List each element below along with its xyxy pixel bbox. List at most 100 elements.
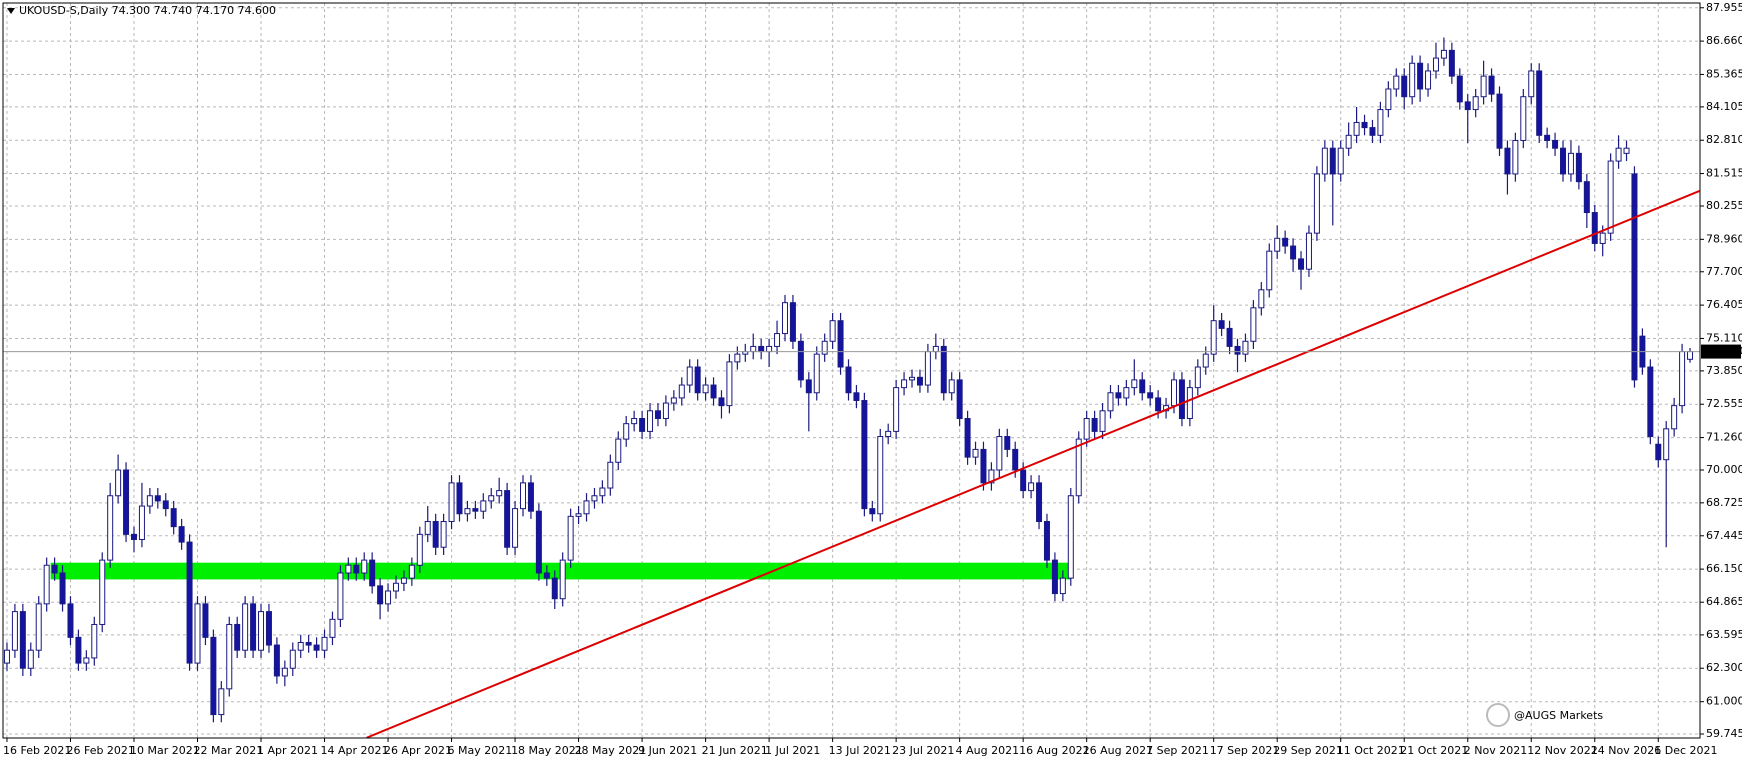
candle-body <box>1313 173 1320 234</box>
candle-body <box>520 482 527 510</box>
candle-body <box>726 361 733 407</box>
candle-body <box>940 345 947 394</box>
candle-body <box>400 577 407 584</box>
candle-body <box>1298 258 1305 270</box>
x-tick-label: 7 Sep 2021 <box>1146 744 1209 757</box>
candle-body <box>107 495 114 561</box>
candle-body <box>162 500 169 510</box>
y-tick-label: 59.745 <box>1706 727 1742 740</box>
candle-body <box>59 572 66 605</box>
candle-body <box>170 508 177 528</box>
candle-body <box>1036 482 1043 522</box>
candle-body <box>1631 173 1638 381</box>
candle-body <box>1329 147 1336 175</box>
candle-body <box>1393 75 1400 90</box>
candle-body <box>1647 366 1654 438</box>
candle-body <box>1655 443 1662 461</box>
candle-body <box>1575 152 1582 183</box>
candle-body <box>1432 57 1439 72</box>
candle-body <box>1369 127 1376 136</box>
candle-body <box>496 490 503 497</box>
x-tick-label: 10 Mar 2021 <box>130 744 200 757</box>
candle-body <box>258 611 265 651</box>
candle-body <box>781 302 788 335</box>
candle-body <box>1290 245 1297 260</box>
candle-body <box>774 333 781 347</box>
y-tick-label: 71.260 <box>1706 431 1742 444</box>
candle-body <box>1567 152 1574 175</box>
candle-body <box>670 397 677 404</box>
candle-body <box>829 320 836 342</box>
candle-body <box>146 495 153 507</box>
candle-body <box>1520 96 1527 141</box>
candle-body <box>1663 428 1670 461</box>
candle-body <box>845 366 852 394</box>
candle-body <box>1170 379 1177 407</box>
candle-body <box>686 366 693 386</box>
candle-body <box>1679 351 1686 407</box>
candle-body <box>1067 495 1074 579</box>
candle-body <box>202 603 209 638</box>
candle-body <box>130 533 137 541</box>
candle-body <box>813 353 820 394</box>
candle-body <box>432 520 439 548</box>
candle-body <box>1218 320 1225 329</box>
candle-body <box>980 448 987 484</box>
x-tick-label: 14 Apr 2021 <box>321 744 389 757</box>
candle-body <box>535 510 542 574</box>
y-tick-label: 63.595 <box>1706 628 1742 641</box>
candle-body <box>35 603 42 651</box>
candle-body <box>377 585 384 605</box>
y-tick-label: 66.150 <box>1706 562 1742 575</box>
candle-body <box>924 351 931 386</box>
candle-body <box>392 582 399 592</box>
candle-body <box>948 379 955 394</box>
candle-body <box>1178 379 1185 420</box>
candle-body <box>234 623 241 651</box>
candle-body <box>694 366 701 394</box>
x-tick-label: 16 Feb 2021 <box>3 744 71 757</box>
candle-body <box>448 482 455 522</box>
candle-body <box>599 487 606 497</box>
watermark: @AUGS Markets <box>1514 709 1603 722</box>
x-tick-label: 26 Apr 2021 <box>384 744 452 757</box>
candle-body <box>408 564 415 579</box>
candle-body <box>480 500 487 512</box>
candle-body <box>210 636 217 716</box>
candle-body <box>242 603 249 651</box>
candle-body <box>678 384 685 399</box>
candle-body <box>996 436 1003 471</box>
candle-body <box>186 541 193 664</box>
candle-body <box>575 513 582 517</box>
x-tick-label: 23 Jul 2021 <box>892 744 954 757</box>
candle-body <box>1266 250 1273 291</box>
candle-body <box>1480 75 1487 98</box>
candle-body <box>909 376 916 381</box>
chart-title: UKOUSD-S,Daily 74.300 74.740 74.170 74.6… <box>19 4 276 17</box>
candle-body <box>1504 147 1511 175</box>
watermark-logo <box>1486 703 1510 727</box>
candle-body <box>1464 101 1471 111</box>
y-tick-label: 67.445 <box>1706 529 1742 542</box>
y-tick-label: 75.110 <box>1706 331 1742 344</box>
candle-body <box>1194 366 1201 389</box>
candle-body <box>289 649 296 669</box>
candle-body <box>1226 327 1233 347</box>
candle-body <box>662 402 669 420</box>
candle-body <box>11 611 18 651</box>
candle-body <box>1155 397 1162 412</box>
candle-body <box>361 559 368 574</box>
candle-body <box>1242 340 1249 355</box>
candle-body <box>305 641 312 646</box>
candle-body <box>313 644 320 651</box>
candle-body <box>19 611 26 669</box>
candle-body <box>877 436 884 515</box>
candle-body <box>504 490 511 548</box>
candle-body <box>1234 345 1241 355</box>
candle-body <box>194 603 201 664</box>
y-tick-label: 70.000 <box>1706 463 1742 476</box>
y-tick-label: 87.955 <box>1706 1 1742 14</box>
